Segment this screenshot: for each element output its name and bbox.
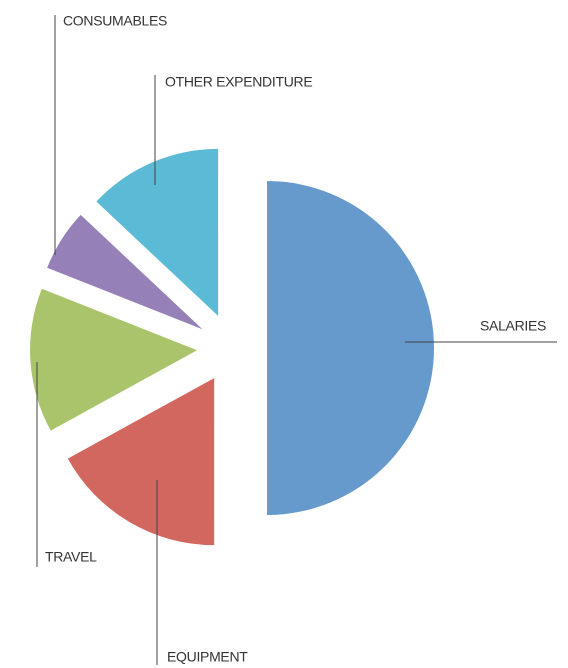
pie-slice <box>96 148 219 316</box>
pie-slice <box>267 181 434 515</box>
pie <box>30 148 434 546</box>
pie-slice <box>30 288 198 431</box>
slice-label: TRAVEL <box>45 549 97 565</box>
pie-slice <box>67 378 215 546</box>
slice-label: OTHER EXPENDITURE <box>165 74 312 90</box>
slice-label: CONSUMABLES <box>63 13 167 29</box>
slice-label: EQUIPMENT <box>167 649 248 665</box>
slice-label: SALARIES <box>480 318 546 334</box>
pie-slice <box>47 214 203 330</box>
